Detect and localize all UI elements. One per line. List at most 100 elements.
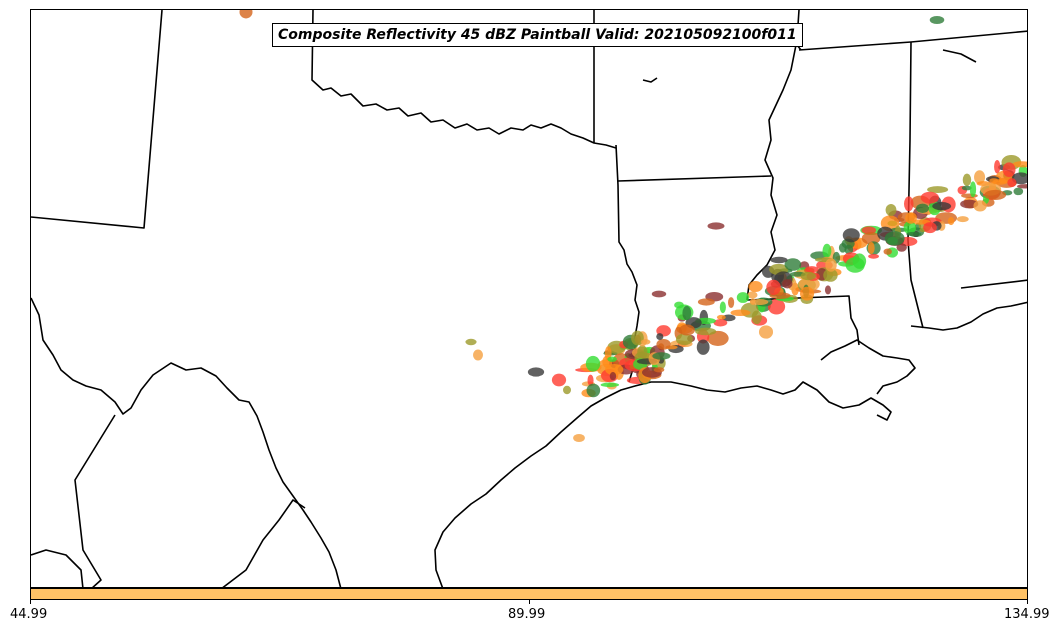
border-mexico-states xyxy=(74,414,116,587)
reflectivity-blob xyxy=(637,345,648,360)
state-border-al-fl xyxy=(960,279,1027,289)
reflectivity-blob xyxy=(896,243,907,252)
reflectivity-blob xyxy=(962,173,972,187)
reflectivity-blob xyxy=(1027,167,1028,180)
state-border-mississippi-river xyxy=(746,10,800,301)
reflectivity-blob xyxy=(885,203,897,217)
reflectivity-blob xyxy=(903,220,916,235)
reflectivity-blob xyxy=(903,196,914,212)
reflectivity-blob xyxy=(861,232,881,245)
reflectivity-blob xyxy=(586,383,601,398)
reflectivity-blob xyxy=(1016,184,1027,189)
reflectivity-blob xyxy=(656,333,664,341)
state-border-ok-tx xyxy=(311,10,617,149)
coastline-ms-al xyxy=(910,301,1027,331)
reflectivity-blob xyxy=(842,228,860,243)
reflectivity-blob xyxy=(716,314,726,320)
reflectivity-blob xyxy=(782,279,793,289)
reflectivity-blob xyxy=(631,330,644,346)
reflectivity-blob xyxy=(905,212,917,224)
border-mexico-states-2 xyxy=(222,499,306,587)
reflectivity-blob xyxy=(695,327,717,336)
reflectivity-blob xyxy=(1007,178,1017,188)
reflectivity-blob xyxy=(651,290,667,298)
reflectivity-blob xyxy=(1002,162,1016,178)
reflectivity-blob xyxy=(573,433,585,443)
reflectivity-blob xyxy=(884,231,905,246)
reflectivity-blob xyxy=(656,338,671,350)
reflectivity-blob xyxy=(923,222,937,234)
reflectivity-blob xyxy=(822,243,832,258)
reflectivity-blob xyxy=(609,371,617,381)
state-border-nm-tx xyxy=(31,10,163,229)
reflectivity-blob xyxy=(696,339,710,355)
reflectivity-blob xyxy=(984,189,1007,200)
reflectivity-blob xyxy=(867,241,875,254)
border-us-mexico xyxy=(31,297,342,587)
reflectivity-blob xyxy=(973,200,987,212)
reflectivity-blob xyxy=(719,301,726,314)
reflectivity-blob xyxy=(747,291,758,299)
reflectivity-blob xyxy=(605,363,624,376)
map-title: Composite Reflectivity 45 dBZ Paintball … xyxy=(272,23,803,47)
colorbar-tick-label-max: 134.99 xyxy=(1004,607,1050,622)
reflectivity-blob xyxy=(674,301,684,309)
border-mexico-states-3 xyxy=(31,549,84,587)
reflectivity-blob xyxy=(527,367,545,377)
reflectivity-blob xyxy=(825,258,837,272)
reflectivity-blob xyxy=(730,309,751,317)
reflectivity-blob xyxy=(992,179,1007,185)
reflectivity-blob xyxy=(640,339,651,345)
reflectivity-blob xyxy=(961,185,972,191)
reflectivity-blob xyxy=(852,253,867,269)
reflectivity-blob xyxy=(920,191,939,204)
state-border-ms-al xyxy=(907,41,924,329)
reflectivity-blob xyxy=(969,181,977,198)
reflectivity-blob xyxy=(682,305,692,321)
reflectivity-blob xyxy=(916,203,930,214)
reflectivity-blob xyxy=(1013,187,1024,196)
colorbar-tick-label-mid: 89.99 xyxy=(508,607,546,622)
reflectivity-blob xyxy=(927,186,949,194)
reflectivity-blob xyxy=(562,385,572,395)
reflectivity-blob xyxy=(551,373,567,387)
state-border-la-ms xyxy=(746,295,860,346)
coastline-gulf xyxy=(434,381,892,587)
reflectivity-blob xyxy=(800,271,817,281)
reflectivity-blob xyxy=(736,292,750,303)
reflectivity-blob xyxy=(587,374,594,387)
map-panel: Composite Reflectivity 45 dBZ Paintball … xyxy=(30,9,1028,588)
reflectivity-blob xyxy=(766,279,781,295)
state-border-tn-ms xyxy=(798,30,1027,51)
reflectivity-blob xyxy=(653,367,665,373)
reflectivity-blob xyxy=(600,382,620,388)
reflectivity-blob xyxy=(675,333,693,346)
reflectivity-blob xyxy=(868,253,880,259)
map-canvas xyxy=(31,10,1028,587)
reflectivity-blob xyxy=(799,286,815,301)
reflectivity-blob xyxy=(770,256,788,264)
reflectivity-blob xyxy=(473,349,483,361)
reflectivity-blob xyxy=(465,338,477,346)
reflectivity-blob xyxy=(239,10,253,19)
reflectivity-blob xyxy=(758,325,774,339)
reflectivity-blob xyxy=(994,159,1001,174)
colorbar xyxy=(30,588,1028,600)
colorbar-tick-label-min: 44.99 xyxy=(10,607,48,622)
reflectivity-blob xyxy=(728,297,735,309)
colorbar-tick xyxy=(30,600,31,604)
reflectivity-blob xyxy=(749,299,769,305)
reflectivity-blob xyxy=(947,217,955,226)
reflectivity-blob xyxy=(707,330,729,346)
reflectivity-blob xyxy=(1012,161,1027,168)
reflectivity-blob xyxy=(652,352,671,360)
reflectivity-blob xyxy=(697,298,715,306)
reflectivity-blob xyxy=(974,170,986,185)
reflectivity-blob xyxy=(956,216,969,223)
reflectivity-blob xyxy=(932,202,952,211)
reflectivity-blob xyxy=(585,355,601,372)
reflectivity-blob xyxy=(784,258,802,271)
reflectivity-blob xyxy=(713,319,728,327)
lake-arkansas xyxy=(642,77,658,83)
reflectivity-blob xyxy=(823,268,838,282)
